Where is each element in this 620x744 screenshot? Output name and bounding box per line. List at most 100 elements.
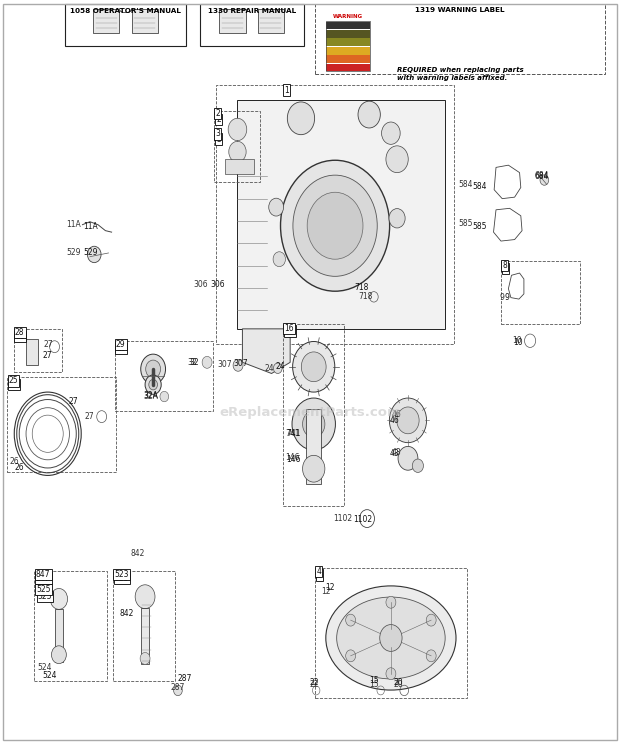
Text: 24: 24 — [264, 364, 274, 373]
Text: 25: 25 — [9, 376, 19, 385]
Text: 3: 3 — [215, 129, 220, 138]
Text: REQUIRED when replacing parts
with warning labels affixed.: REQUIRED when replacing parts with warni… — [397, 67, 523, 81]
Text: 8: 8 — [502, 261, 507, 270]
Bar — [258, 9, 284, 33]
Circle shape — [174, 685, 182, 696]
Circle shape — [386, 668, 396, 680]
Text: 585: 585 — [458, 219, 472, 228]
Text: 10: 10 — [513, 338, 523, 347]
Text: 3: 3 — [216, 135, 221, 144]
Circle shape — [358, 101, 380, 128]
Text: 4: 4 — [316, 567, 321, 576]
Text: 24: 24 — [275, 362, 285, 371]
Circle shape — [398, 446, 418, 470]
Text: 26: 26 — [9, 458, 19, 466]
Bar — [326, 64, 370, 71]
Text: 842: 842 — [130, 549, 144, 558]
Circle shape — [280, 160, 389, 291]
Text: 524: 524 — [38, 663, 52, 672]
Circle shape — [381, 122, 400, 144]
Bar — [115, 341, 213, 411]
Text: 1102: 1102 — [353, 515, 373, 524]
Text: 27: 27 — [43, 340, 53, 349]
Bar — [326, 47, 370, 54]
Text: 1058 OPERATOR'S MANUAL: 1058 OPERATOR'S MANUAL — [70, 8, 181, 14]
Bar — [55, 609, 63, 662]
Circle shape — [293, 175, 377, 276]
Circle shape — [287, 102, 314, 135]
Circle shape — [51, 646, 66, 664]
Text: 22: 22 — [310, 680, 319, 689]
Circle shape — [346, 650, 356, 662]
Text: 842: 842 — [119, 609, 133, 618]
Text: 524: 524 — [42, 671, 56, 680]
Circle shape — [149, 379, 157, 390]
Text: 32A: 32A — [144, 392, 159, 401]
Circle shape — [386, 597, 396, 609]
Text: 529: 529 — [66, 248, 81, 257]
Text: 1330 REPAIR MANUAL: 1330 REPAIR MANUAL — [208, 8, 296, 14]
Text: 525: 525 — [36, 585, 50, 594]
Bar — [237, 100, 445, 329]
Circle shape — [146, 360, 161, 378]
Text: 847: 847 — [36, 570, 50, 579]
Text: 306: 306 — [193, 280, 208, 289]
Bar — [26, 339, 38, 365]
Circle shape — [293, 341, 335, 392]
Text: 847: 847 — [36, 574, 50, 583]
Bar — [113, 571, 175, 681]
Text: 741: 741 — [285, 429, 299, 437]
Text: 9: 9 — [505, 293, 510, 302]
Text: 9: 9 — [500, 293, 505, 302]
Circle shape — [273, 251, 285, 266]
Bar — [326, 21, 370, 71]
Text: 27: 27 — [42, 351, 52, 360]
Bar — [326, 39, 370, 46]
Circle shape — [540, 175, 549, 185]
Bar — [283, 324, 344, 506]
Text: 46: 46 — [392, 410, 402, 419]
Circle shape — [228, 118, 247, 141]
Text: 20: 20 — [394, 679, 404, 687]
Text: 307: 307 — [233, 359, 248, 368]
Bar — [225, 159, 254, 174]
Text: 584: 584 — [472, 182, 487, 191]
Bar — [7, 377, 116, 472]
Text: 146: 146 — [286, 455, 301, 464]
Circle shape — [346, 615, 356, 626]
Text: 15: 15 — [370, 676, 379, 684]
Text: 32A: 32A — [144, 391, 159, 400]
Text: 32: 32 — [189, 358, 199, 367]
Bar — [219, 9, 246, 33]
Text: 146: 146 — [285, 453, 299, 462]
Text: 20: 20 — [393, 680, 403, 689]
Bar — [34, 571, 107, 681]
Text: 12: 12 — [325, 583, 334, 592]
Bar — [141, 608, 149, 664]
Text: 29: 29 — [116, 340, 126, 349]
Text: 523: 523 — [114, 570, 128, 579]
Bar — [326, 55, 370, 63]
Text: 22: 22 — [310, 679, 319, 687]
Text: 2: 2 — [216, 115, 221, 124]
Text: 1: 1 — [284, 86, 289, 94]
Circle shape — [268, 198, 283, 216]
Circle shape — [135, 585, 155, 609]
Text: 28: 28 — [15, 328, 24, 337]
Circle shape — [145, 375, 161, 394]
Text: 27: 27 — [68, 397, 78, 406]
Text: 1102: 1102 — [333, 514, 352, 523]
Text: 523: 523 — [115, 574, 129, 583]
Circle shape — [273, 363, 282, 373]
Circle shape — [292, 398, 335, 450]
Text: 718: 718 — [355, 283, 369, 292]
Circle shape — [50, 589, 68, 609]
Circle shape — [303, 455, 325, 482]
Bar — [214, 111, 260, 182]
Text: 287: 287 — [170, 683, 185, 692]
Text: 43: 43 — [390, 449, 400, 458]
Circle shape — [303, 411, 325, 437]
Text: 10: 10 — [512, 336, 522, 344]
Text: 43: 43 — [392, 448, 402, 457]
Text: 741: 741 — [286, 429, 301, 437]
